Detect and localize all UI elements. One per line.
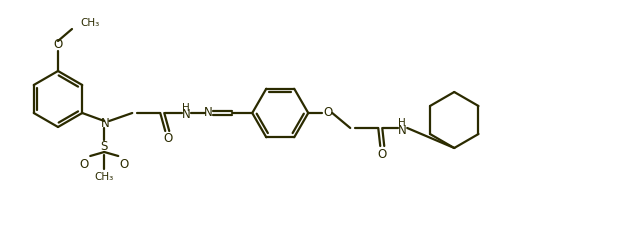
Text: N: N (182, 108, 191, 122)
Text: H: H (398, 118, 406, 128)
Text: S: S (101, 141, 108, 153)
Text: N: N (398, 124, 406, 137)
Text: O: O (120, 158, 129, 170)
Text: CH₃: CH₃ (94, 172, 114, 182)
Text: O: O (164, 132, 173, 145)
Text: N: N (204, 106, 213, 120)
Text: O: O (324, 106, 333, 120)
Text: O: O (80, 158, 89, 170)
Text: N: N (101, 118, 109, 130)
Text: O: O (53, 39, 63, 52)
Text: O: O (377, 147, 387, 161)
Text: CH₃: CH₃ (80, 18, 99, 28)
Text: H: H (182, 103, 190, 113)
